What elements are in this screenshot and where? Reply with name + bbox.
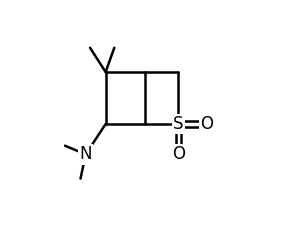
Text: S: S — [173, 115, 184, 133]
Text: N: N — [79, 145, 92, 163]
Text: O: O — [201, 115, 213, 133]
Text: O: O — [172, 145, 185, 163]
